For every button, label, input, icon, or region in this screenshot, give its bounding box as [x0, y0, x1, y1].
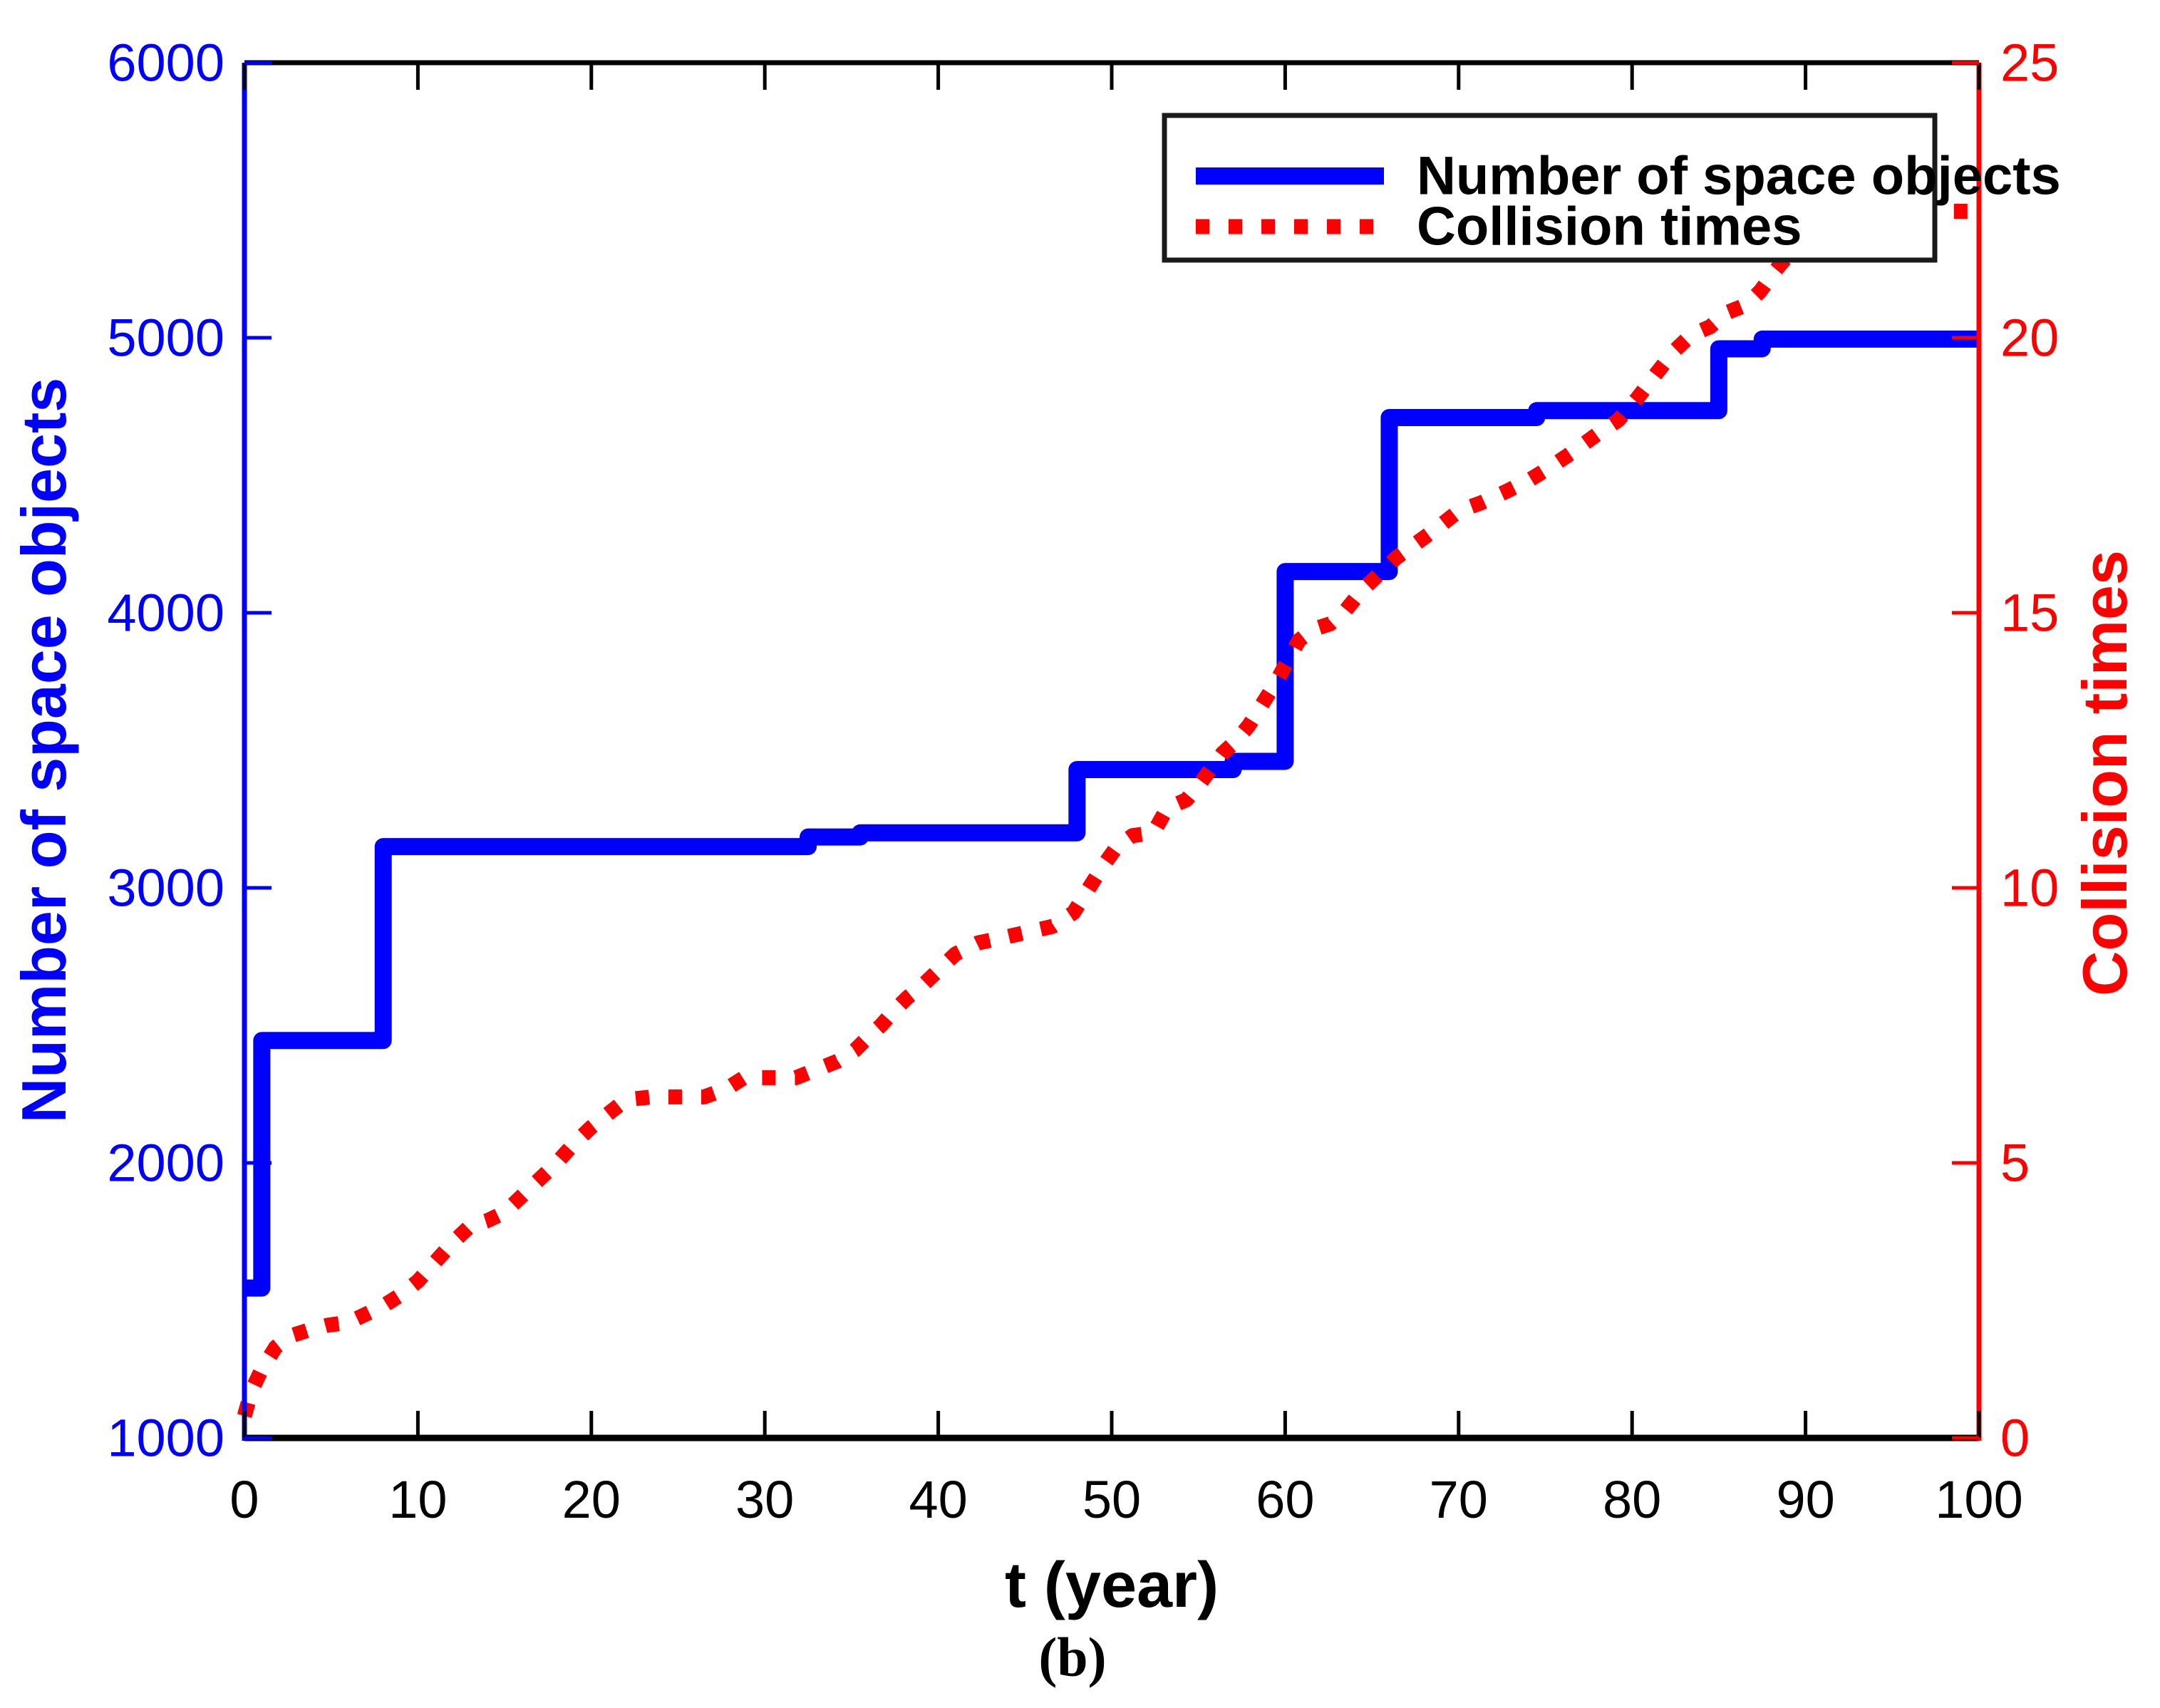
- y-right-tick-label: 10: [2000, 859, 2059, 918]
- y-right-tick-label: 25: [2000, 33, 2059, 93]
- y-right-tick-label: 0: [2000, 1409, 2030, 1468]
- x-tick-label: 40: [909, 1470, 967, 1529]
- x-axis-title: t (year): [1005, 1550, 1219, 1621]
- x-tick-label: 20: [562, 1470, 621, 1529]
- legend: Number of space objects Collision times: [1162, 113, 2061, 263]
- legend-label-objects: Number of space objects: [1417, 146, 2061, 207]
- legend-box: [1162, 113, 1938, 263]
- y-left-tick-label: 4000: [107, 584, 224, 643]
- y-axis-title-right: Collision times: [2069, 550, 2140, 996]
- y-left-tick-label: 1000: [107, 1409, 224, 1468]
- y-right-tick-label: 15: [2000, 584, 2059, 643]
- x-tick-label: 80: [1603, 1470, 1661, 1529]
- x-tick-label: 30: [735, 1470, 794, 1529]
- x-tick-label: 70: [1430, 1470, 1488, 1529]
- y-axis-title-left: Number of space objects: [9, 378, 79, 1124]
- x-tick-label: 10: [388, 1470, 447, 1529]
- x-tick-label: 100: [1935, 1470, 2022, 1529]
- x-tick-label: 50: [1082, 1470, 1141, 1529]
- figure-caption: (b): [1038, 1626, 1106, 1688]
- y-right-tick-label: 5: [2000, 1134, 2030, 1193]
- y-right-tick-label: 20: [2000, 309, 2059, 368]
- x-tick-label: 60: [1256, 1470, 1314, 1529]
- series-number-of-space-objects: [244, 330, 1979, 1297]
- legend-label-collisions: Collision times: [1417, 197, 1802, 257]
- y-left-tick-label: 5000: [107, 309, 224, 368]
- plot-area: 0 10 20 30 40 50 60 70 80 90 100100020003000400050…: [107, 33, 2059, 1530]
- y-left-tick-label: 2000: [107, 1134, 224, 1193]
- x-tick-label: 0: [229, 1470, 259, 1529]
- x-tick-label: 90: [1776, 1470, 1834, 1529]
- y-left-tick-label: 3000: [107, 859, 224, 918]
- y-left-tick-label: 6000: [107, 33, 224, 93]
